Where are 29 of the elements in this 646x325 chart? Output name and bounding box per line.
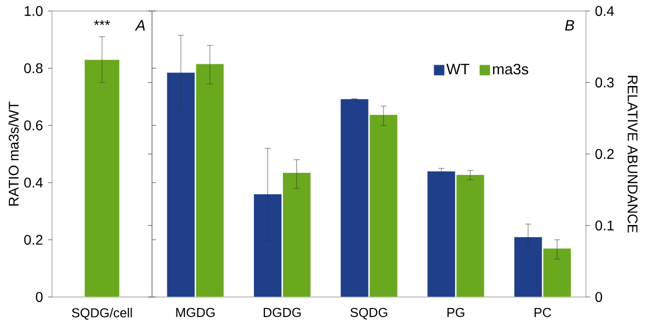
bar	[542, 248, 572, 297]
bar	[456, 174, 484, 297]
y-axis-title: RATIO ma3s/WT	[8, 102, 19, 206]
y2-tick-label: 0	[595, 292, 602, 302]
bar	[196, 64, 224, 297]
y2-tick-label: 0.4	[595, 6, 614, 16]
y-tick-label: 0.2	[24, 234, 42, 245]
bar	[369, 114, 398, 297]
x-tick-label: SQDG	[350, 308, 388, 320]
y-tick-label: 0.4	[24, 178, 43, 188]
x-tick-label: MGDG	[176, 308, 215, 318]
y-tick-label: 0.8	[24, 63, 43, 74]
bar	[282, 172, 311, 297]
y2-axis-title: RELATIVE ABUNDANCE	[628, 76, 638, 233]
y-tick-label: 0.6	[24, 120, 43, 130]
x-tick-label: PC	[534, 308, 552, 318]
x-tick-label: PG	[447, 308, 464, 318]
y2-tick-label: 0.1	[595, 220, 614, 230]
annotation: A	[134, 20, 145, 30]
x-tick-label: DGDG	[264, 308, 301, 318]
x-tick-label: SQDG/cell	[72, 308, 132, 320]
annotation: ***	[94, 20, 110, 26]
annotation: B	[565, 20, 574, 30]
y2-tick-label: 0.3	[595, 78, 614, 88]
legend-label: WT	[446, 64, 470, 74]
y2-tick-label: 0.2	[595, 149, 614, 159]
legend-label: ma3s	[493, 64, 528, 74]
y-tick-label: 0	[36, 292, 43, 302]
y-tick-label: 1.0	[24, 6, 43, 16]
